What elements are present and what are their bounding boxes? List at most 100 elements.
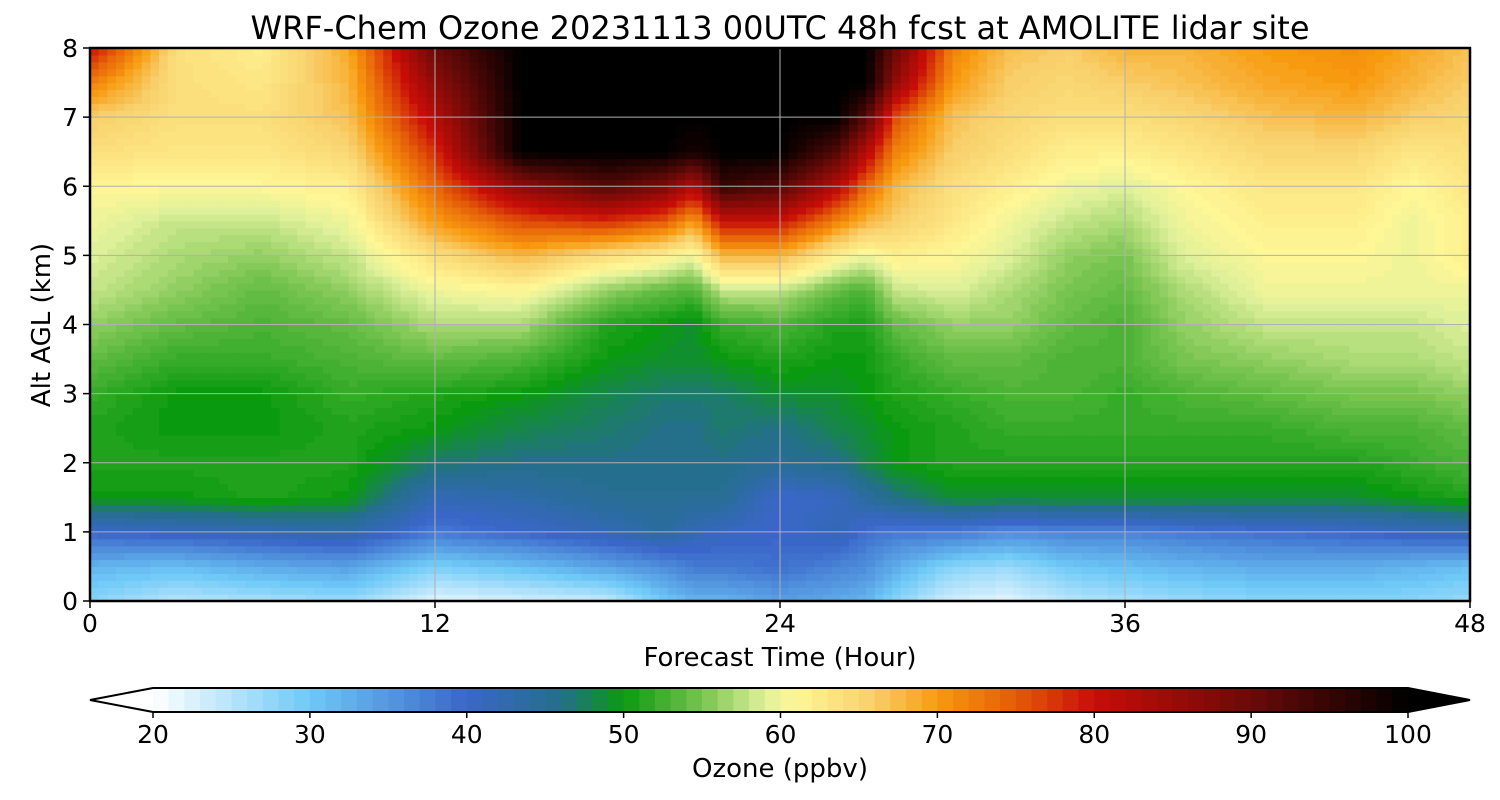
field-cell — [288, 531, 298, 540]
field-cell — [711, 448, 721, 457]
field-cell — [762, 448, 772, 457]
field-cell — [1263, 483, 1273, 491]
field-cell — [633, 587, 643, 595]
field-cell — [357, 552, 367, 561]
field-cell — [1056, 490, 1066, 498]
field-cell — [348, 518, 358, 526]
field-cell — [659, 400, 669, 409]
field-cell — [236, 400, 246, 409]
field-cell — [581, 442, 591, 450]
field-cell — [288, 476, 298, 485]
field-cell — [512, 559, 522, 568]
field-cell — [590, 435, 600, 443]
field-cell — [926, 462, 936, 471]
field-cell — [754, 490, 764, 498]
field-cell — [1021, 469, 1031, 478]
field-cell — [1263, 414, 1273, 422]
field-cell — [1133, 518, 1143, 526]
field-cell — [383, 538, 393, 547]
field-cell — [357, 393, 367, 402]
field-cell — [1228, 455, 1238, 464]
field-cell — [1383, 518, 1393, 526]
field-cell — [245, 587, 255, 595]
field-cell — [1012, 476, 1023, 485]
field-cell — [340, 580, 350, 588]
field-cell — [1099, 435, 1109, 443]
field-cell — [1357, 462, 1368, 471]
field-cell — [504, 545, 514, 554]
field-cell — [1271, 407, 1281, 415]
field-cell — [607, 428, 617, 436]
field-cell — [521, 545, 531, 554]
field-cell — [133, 580, 143, 588]
field-cell — [288, 400, 298, 409]
field-cell — [1012, 552, 1023, 561]
field-cell — [866, 386, 876, 395]
field-cell — [1271, 386, 1281, 395]
field-cell — [245, 442, 255, 450]
field-cell — [90, 448, 100, 457]
field-cell — [823, 573, 833, 581]
field-cell — [918, 448, 928, 457]
field-cell — [374, 538, 384, 547]
field-cell — [771, 511, 781, 519]
field-cell — [133, 538, 143, 547]
field-cell — [279, 573, 289, 581]
field-cell — [1314, 448, 1324, 457]
field-cell — [435, 559, 445, 568]
field-cell — [573, 497, 583, 505]
field-cell — [969, 428, 979, 436]
field-cell — [340, 428, 350, 436]
field-cell — [314, 435, 324, 443]
field-cell — [831, 476, 841, 485]
field-cell — [340, 469, 350, 478]
field-cell — [840, 552, 850, 561]
field-cell — [141, 580, 151, 588]
field-cell — [995, 407, 1005, 415]
field-cell — [141, 490, 151, 498]
field-cell — [1194, 566, 1204, 574]
field-cell — [909, 531, 919, 540]
field-cell — [193, 573, 203, 581]
field-cell — [693, 538, 703, 547]
field-cell — [331, 490, 341, 498]
field-cell — [297, 524, 307, 533]
field-cell — [538, 573, 548, 581]
field-cell — [943, 476, 954, 485]
field-cell — [1340, 587, 1350, 595]
field-cell — [1099, 421, 1109, 429]
field-cell — [314, 545, 324, 554]
field-cell — [874, 594, 885, 601]
field-cell — [98, 504, 108, 512]
field-cell — [1349, 587, 1359, 595]
field-cell — [348, 414, 358, 422]
field-cell — [1228, 442, 1238, 450]
field-cell — [305, 483, 315, 491]
field-cell — [1081, 414, 1092, 422]
field-cell — [961, 559, 971, 568]
field-cell — [1418, 455, 1428, 464]
field-cell — [348, 587, 358, 595]
field-cell — [305, 538, 315, 547]
field-cell — [366, 386, 376, 395]
field-cell — [262, 483, 272, 491]
field-cell — [1452, 476, 1462, 485]
field-cell — [1375, 462, 1385, 471]
field-cell — [426, 497, 436, 505]
field-cell — [780, 594, 790, 601]
field-cell — [1168, 511, 1178, 519]
field-cell — [452, 455, 462, 464]
field-cell — [831, 545, 841, 554]
field-cell — [762, 407, 772, 415]
field-cell — [961, 497, 971, 505]
field-cell — [98, 524, 108, 533]
field-cell — [650, 594, 660, 601]
field-cell — [322, 442, 333, 450]
field-cell — [245, 518, 255, 526]
field-cell — [374, 573, 384, 581]
field-cell — [987, 573, 997, 581]
field-cell — [1280, 407, 1290, 415]
field-cell — [443, 407, 453, 415]
field-cell — [374, 559, 384, 568]
field-cell — [1332, 531, 1342, 540]
